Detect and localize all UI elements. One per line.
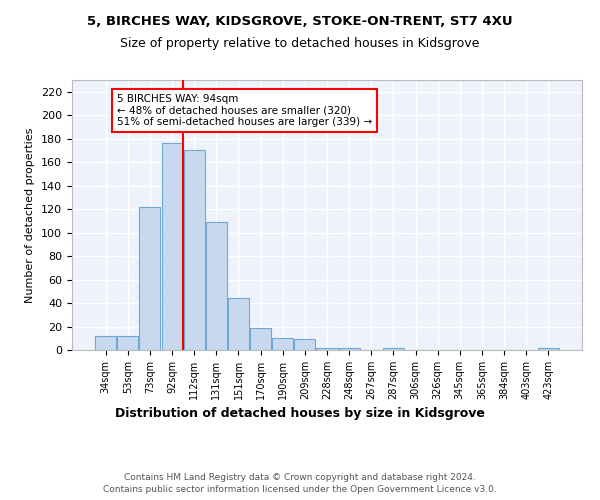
Text: 5 BIRCHES WAY: 94sqm
← 48% of detached houses are smaller (320)
51% of semi-deta: 5 BIRCHES WAY: 94sqm ← 48% of detached h… (117, 94, 372, 128)
Bar (272, 338, 293, 350)
Bar (95, 336, 116, 350)
Bar (118, 336, 139, 350)
Bar (383, 348, 404, 350)
Y-axis label: Number of detached properties: Number of detached properties (25, 128, 35, 302)
Text: Size of property relative to detached houses in Kidsgrove: Size of property relative to detached ho… (121, 38, 479, 51)
Text: Contains public sector information licensed under the Open Government Licence v3: Contains public sector information licen… (103, 485, 497, 494)
Bar (295, 340, 316, 350)
Bar (184, 150, 205, 350)
Bar (538, 348, 559, 350)
Text: 5, BIRCHES WAY, KIDSGROVE, STOKE-ON-TRENT, ST7 4XU: 5, BIRCHES WAY, KIDSGROVE, STOKE-ON-TREN… (87, 15, 513, 28)
Bar (161, 144, 182, 350)
Text: Distribution of detached houses by size in Kidsgrove: Distribution of detached houses by size … (115, 408, 485, 420)
Bar (250, 328, 271, 350)
Bar (228, 298, 249, 350)
Text: Contains HM Land Registry data © Crown copyright and database right 2024.: Contains HM Land Registry data © Crown c… (124, 472, 476, 482)
Bar (139, 207, 160, 350)
Bar (206, 222, 227, 350)
Bar (316, 348, 338, 350)
Bar (338, 348, 359, 350)
